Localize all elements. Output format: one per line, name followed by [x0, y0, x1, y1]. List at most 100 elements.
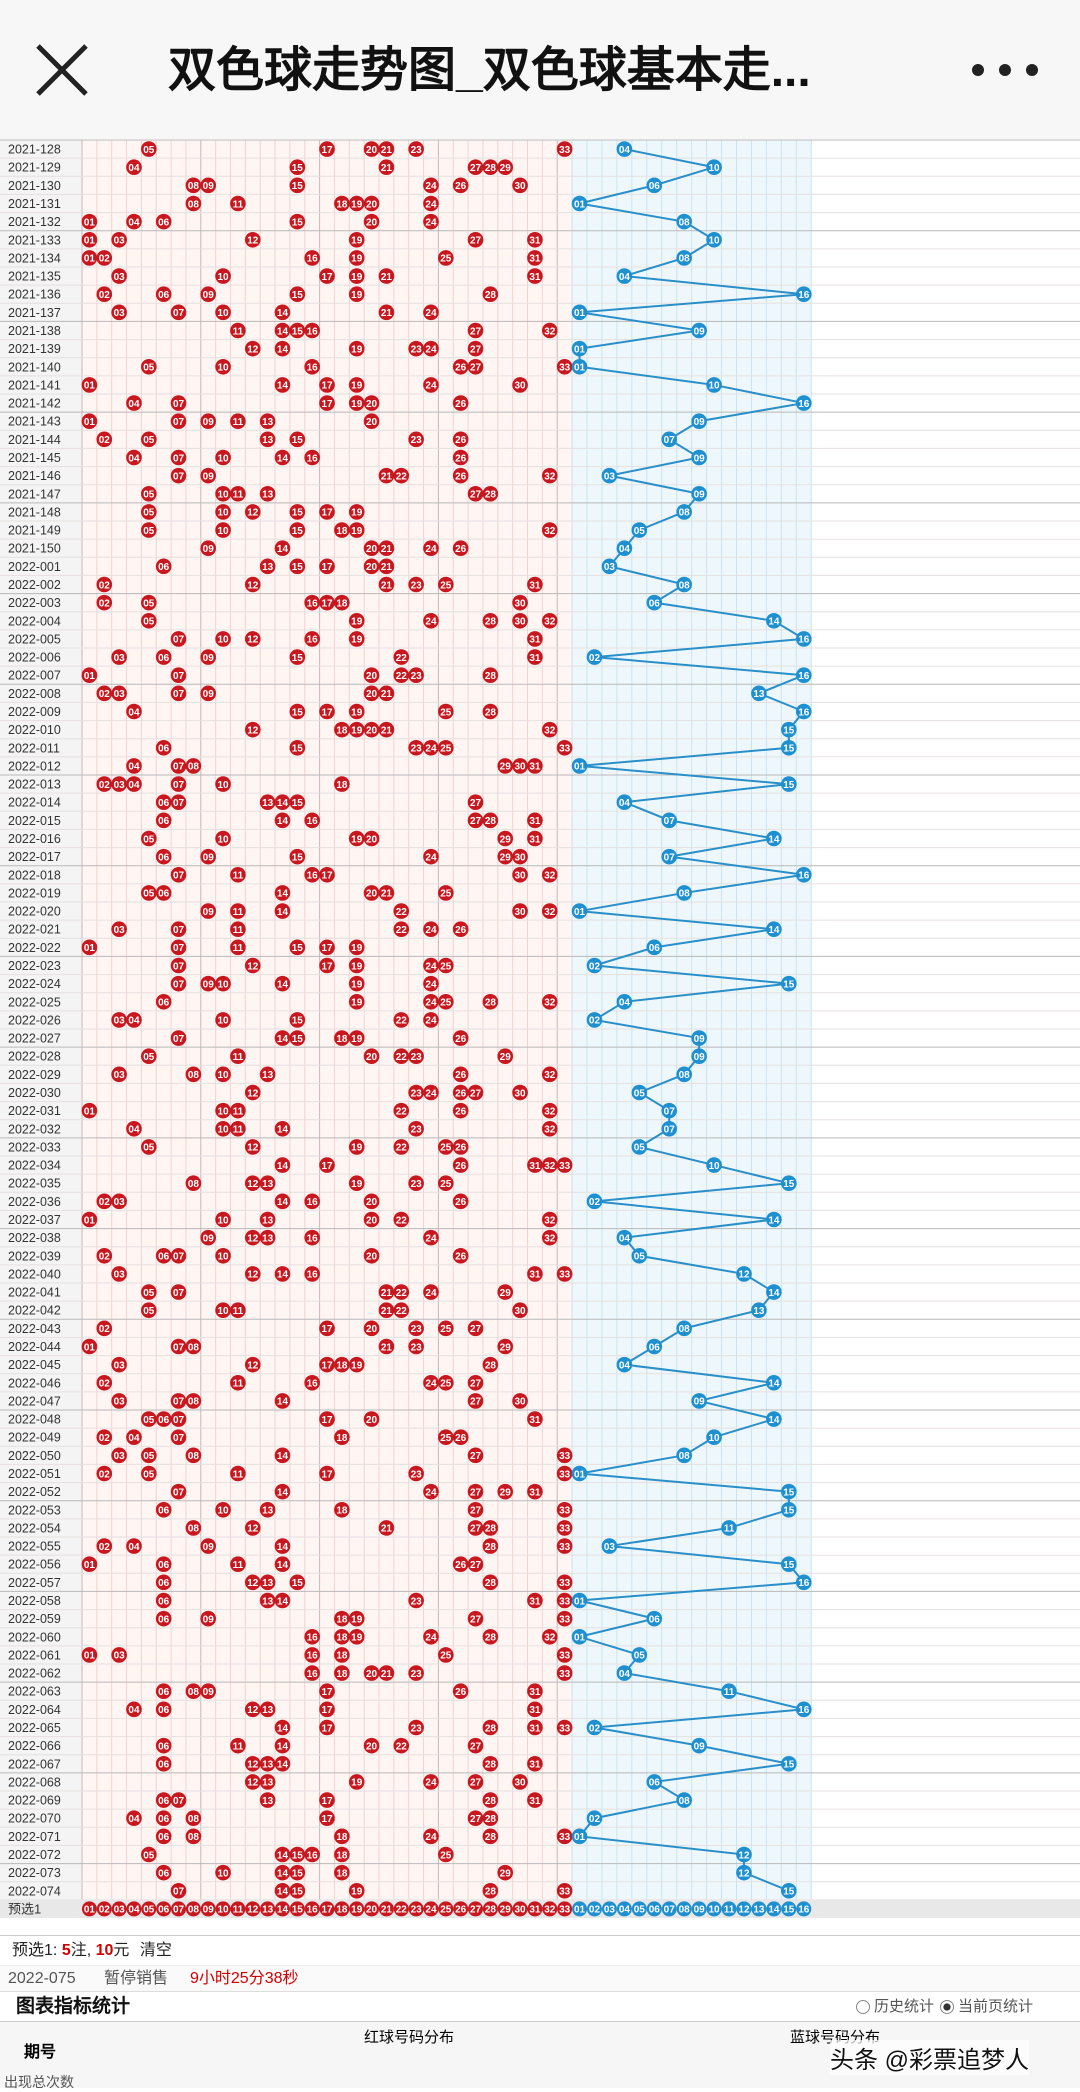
svg-text:19: 19: [351, 508, 363, 519]
svg-text:08: 08: [188, 181, 200, 192]
preselect-red-ball[interactable]: 10: [215, 1901, 231, 1917]
preselect-red-ball[interactable]: 25: [438, 1901, 454, 1917]
preselect-red-ball[interactable]: 27: [468, 1901, 484, 1917]
preselect-red-ball[interactable]: 12: [245, 1901, 261, 1917]
svg-text:23: 23: [411, 1905, 423, 1916]
preselect-blue-ball[interactable]: 09: [691, 1901, 707, 1917]
selection-label: 预选1:: [12, 1942, 58, 1959]
clear-button[interactable]: 清空: [139, 1942, 172, 1959]
preselect-red-ball[interactable]: 13: [260, 1901, 276, 1917]
red-ball: 01: [81, 413, 98, 430]
svg-text:09: 09: [694, 326, 706, 337]
svg-text:05: 05: [143, 145, 155, 156]
preselect-red-ball[interactable]: 04: [126, 1901, 142, 1917]
red-ball: 01: [81, 1556, 98, 1573]
red-ball: 32: [541, 1229, 558, 1246]
close-icon[interactable]: [30, 38, 94, 102]
preselect-red-ball[interactable]: 09: [200, 1901, 216, 1917]
preselect-red-ball[interactable]: 17: [319, 1901, 335, 1917]
red-ball: 07: [170, 1030, 187, 1046]
red-ball: 12: [244, 1229, 261, 1246]
preselect-red-ball[interactable]: 01: [81, 1901, 97, 1917]
preselect-red-ball[interactable]: 23: [408, 1901, 424, 1917]
red-ball: 10: [215, 776, 231, 792]
more-horizontal-icon[interactable]: [960, 42, 1050, 98]
preselect-blue-ball[interactable]: 06: [646, 1901, 662, 1917]
preselect-red-ball[interactable]: 22: [393, 1901, 409, 1917]
preselect-blue-ball[interactable]: 02: [586, 1901, 602, 1917]
blue-ball: 04: [616, 1665, 633, 1681]
preselect-blue-ball[interactable]: 07: [661, 1901, 677, 1917]
preselect-red-ball[interactable]: 11: [230, 1901, 246, 1917]
svg-text:15: 15: [783, 725, 795, 736]
red-ball: 24: [423, 1229, 439, 1246]
red-ball: 16: [304, 250, 320, 266]
preselect-red-ball[interactable]: 29: [497, 1901, 513, 1917]
svg-text:16: 16: [307, 1669, 319, 1680]
red-ball: 22: [393, 1737, 410, 1754]
svg-text:31: 31: [529, 236, 541, 247]
preselect-blue-ball[interactable]: 03: [601, 1901, 617, 1917]
preselect-red-ball[interactable]: 05: [141, 1901, 157, 1917]
preselect-red-ball[interactable]: 33: [557, 1901, 573, 1917]
preselect-red-ball[interactable]: 19: [349, 1901, 365, 1917]
preselect-red-ball[interactable]: 21: [378, 1901, 394, 1917]
svg-text:02: 02: [589, 1723, 601, 1734]
preselect-red-ball[interactable]: 30: [512, 1901, 528, 1917]
red-ball: 12: [244, 721, 261, 738]
preselect-blue-ball[interactable]: 01: [572, 1901, 588, 1917]
preselect-red-ball[interactable]: 07: [171, 1901, 187, 1917]
red-ball: 20: [363, 195, 380, 212]
svg-text:19: 19: [351, 1360, 363, 1371]
preselect-blue-ball[interactable]: 11: [721, 1901, 737, 1917]
svg-text:14: 14: [277, 979, 289, 990]
blue-ball: 01: [571, 1465, 588, 1482]
preselect-red-ball[interactable]: 26: [453, 1901, 469, 1917]
preselect-red-ball[interactable]: 06: [156, 1901, 172, 1917]
preselect-blue-ball[interactable]: 05: [631, 1901, 647, 1917]
history-stat-option[interactable]: 历史统计: [856, 1992, 934, 2022]
svg-text:20: 20: [366, 1324, 378, 1335]
preselect-blue-ball[interactable]: 08: [676, 1901, 692, 1917]
preselect-red-ball[interactable]: 24: [423, 1901, 439, 1917]
red-ball: 30: [512, 848, 528, 865]
preselect-red-ball[interactable]: 20: [364, 1901, 380, 1917]
preselect-blue-ball[interactable]: 12: [736, 1901, 752, 1917]
preselect-red-ball[interactable]: 14: [274, 1901, 290, 1917]
red-ball: 10: [215, 1864, 231, 1881]
svg-text:19: 19: [351, 381, 363, 392]
preselect-red-ball[interactable]: 16: [304, 1901, 320, 1917]
svg-text:33: 33: [559, 1651, 571, 1662]
preselect-red-ball[interactable]: 18: [334, 1901, 350, 1917]
red-ball: 23: [408, 739, 424, 756]
preselect-red-ball[interactable]: 15: [289, 1901, 305, 1917]
preselect-red-ball[interactable]: 31: [527, 1901, 543, 1917]
preselect-blue-ball[interactable]: 10: [706, 1901, 722, 1917]
red-ball: 22: [393, 1048, 410, 1065]
preselect-blue-ball[interactable]: 15: [781, 1901, 797, 1917]
trend-chart[interactable]: 2021-128 2021-129 2021-130 2021-131 2021-132…: [0, 140, 1080, 1935]
preselect-red-ball[interactable]: 03: [111, 1901, 127, 1917]
preselect-blue-ball[interactable]: 16: [796, 1901, 812, 1917]
preselect-blue-ball[interactable]: 14: [766, 1901, 782, 1917]
red-ball: 06: [155, 739, 172, 756]
red-ball: 19: [348, 993, 365, 1010]
preselect-blue-ball[interactable]: 13: [751, 1901, 767, 1917]
preselect-red-ball[interactable]: 08: [185, 1901, 201, 1917]
svg-text:21: 21: [381, 580, 393, 591]
preselect-red-ball[interactable]: 32: [542, 1901, 558, 1917]
preselect-blue-ball[interactable]: 04: [616, 1901, 632, 1917]
svg-text:32: 32: [544, 1161, 556, 1172]
svg-text:04: 04: [619, 145, 631, 156]
svg-text:01: 01: [574, 1469, 586, 1480]
period-label: 2022-012: [8, 759, 61, 773]
preselect-red-ball[interactable]: 02: [96, 1901, 112, 1917]
svg-text:13: 13: [262, 1506, 274, 1517]
svg-text:08: 08: [679, 1324, 691, 1335]
red-ball: 30: [512, 177, 528, 194]
current-stat-option[interactable]: 当前页统计: [940, 1992, 1033, 2022]
preselect-red-ball[interactable]: 28: [482, 1901, 498, 1917]
blue-ball: 16: [795, 631, 812, 647]
svg-text:16: 16: [307, 1633, 319, 1644]
svg-text:30: 30: [515, 381, 527, 392]
